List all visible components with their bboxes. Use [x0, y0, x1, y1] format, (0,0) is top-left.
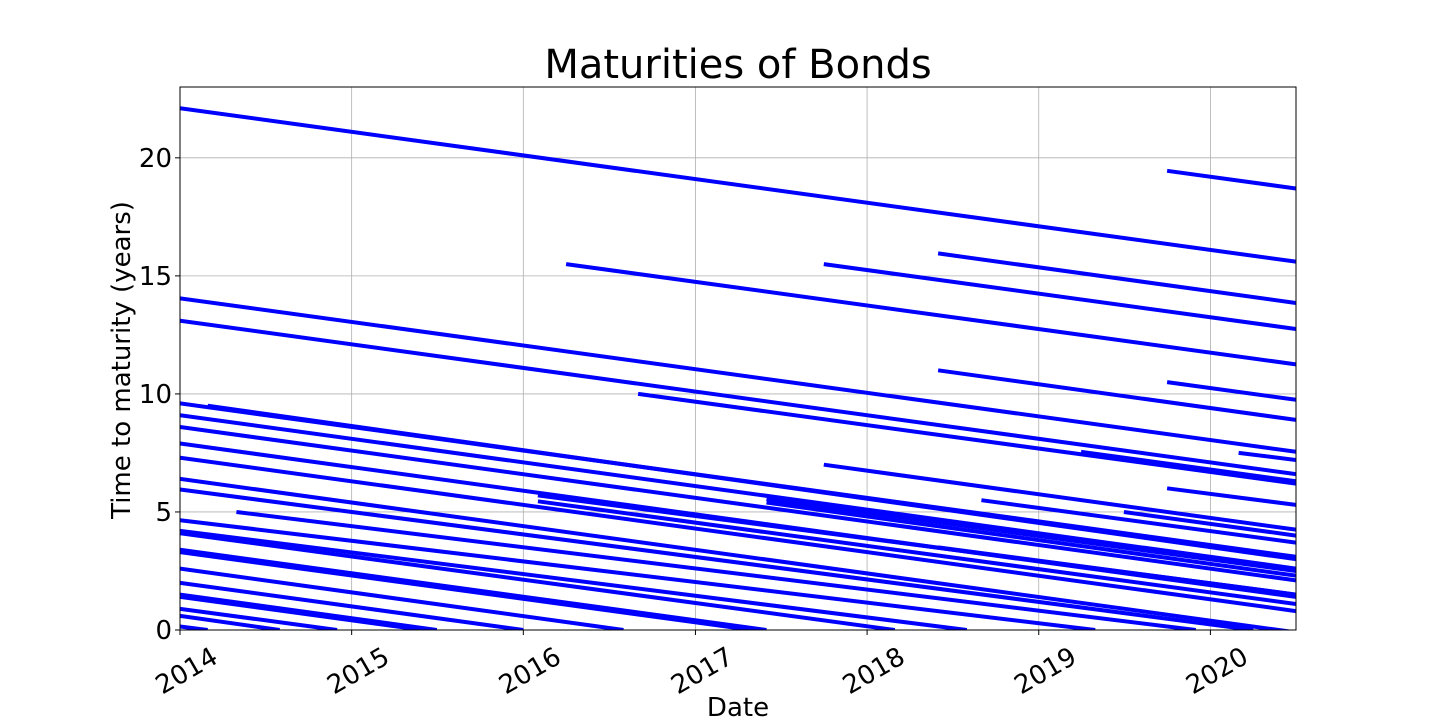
bond-line-28: [236, 510, 1197, 630]
bond-line-3: [565, 262, 1296, 367]
x-axis-label: Date: [707, 693, 769, 720]
bond-line-27: [1123, 510, 1296, 538]
bond-line-31: [180, 528, 968, 630]
bond-line-16: [1238, 450, 1296, 462]
bond-line-23: [537, 499, 1296, 606]
y-tick-labels: 0 5 10 15 20: [139, 144, 180, 646]
bond-line-19: [180, 476, 1294, 630]
bond-line-35: [180, 566, 624, 630]
y-tick-label: 0: [155, 616, 172, 646]
x-tick-label: 2018: [838, 642, 910, 701]
x-tick-label: 2020: [1181, 642, 1253, 701]
y-axis-label: Time to maturity (years): [107, 201, 137, 520]
bond-line-26: [981, 498, 1296, 545]
bond-line-13: [180, 425, 1296, 583]
bond-line-38: [180, 594, 423, 630]
bond-line-17: [180, 455, 1296, 614]
bond-line-24: [766, 497, 1296, 573]
bond-line-34: [180, 550, 753, 630]
bond-line-40: [180, 613, 280, 630]
bond-line-33: [180, 547, 767, 630]
chart-title: Maturities of Bonds: [544, 42, 931, 88]
plot-frame: [179, 86, 1297, 631]
bond-line-4: [823, 262, 1296, 331]
bond-line-36: [180, 580, 524, 630]
bond-line-29: [180, 518, 1096, 630]
bond-line-20: [180, 487, 1254, 630]
y-tick-label: 15: [139, 262, 172, 292]
bond-line-0: [180, 106, 1296, 264]
bond-series: [180, 106, 1296, 630]
x-tick-labels: 2014 2015 2016 2017 2018 2019 2020: [151, 630, 1253, 701]
x-tick-label: 2015: [322, 642, 394, 701]
bond-line-32: [180, 531, 896, 630]
bond-line-8: [1166, 380, 1296, 402]
y-tick-label: 5: [155, 498, 172, 528]
bond-line-30: [937, 545, 1296, 597]
bond-line-6: [180, 318, 1296, 477]
bond-line-9: [637, 391, 1296, 486]
y-tick-label: 20: [139, 144, 172, 174]
bond-line-2: [937, 251, 1296, 305]
bond-line-39: [180, 606, 338, 630]
x-tick-label: 2014: [151, 642, 223, 701]
bond-line-7: [937, 368, 1296, 422]
bond-line-12: [180, 413, 1296, 571]
x-tick-label: 2019: [1010, 642, 1082, 701]
bond-line-1: [1166, 168, 1296, 191]
bond-line-41: [180, 624, 208, 630]
bond-line-11: [207, 403, 1296, 562]
bond-line-18: [823, 462, 1296, 532]
x-tick-label: 2016: [494, 642, 566, 701]
bond-line-25: [766, 500, 1296, 578]
bond-line-5: [180, 296, 1296, 454]
bond-line-21: [1166, 486, 1296, 507]
bond-line-15: [1080, 449, 1296, 484]
y-tick-label: 10: [139, 380, 172, 410]
